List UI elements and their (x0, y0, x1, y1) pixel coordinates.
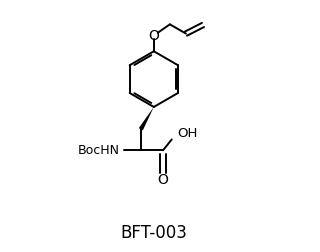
Text: BFT-003: BFT-003 (120, 223, 187, 241)
Text: OH: OH (177, 127, 198, 140)
Polygon shape (139, 108, 154, 131)
Text: BocHN: BocHN (78, 144, 120, 157)
Text: O: O (148, 29, 159, 43)
Text: O: O (158, 173, 169, 186)
